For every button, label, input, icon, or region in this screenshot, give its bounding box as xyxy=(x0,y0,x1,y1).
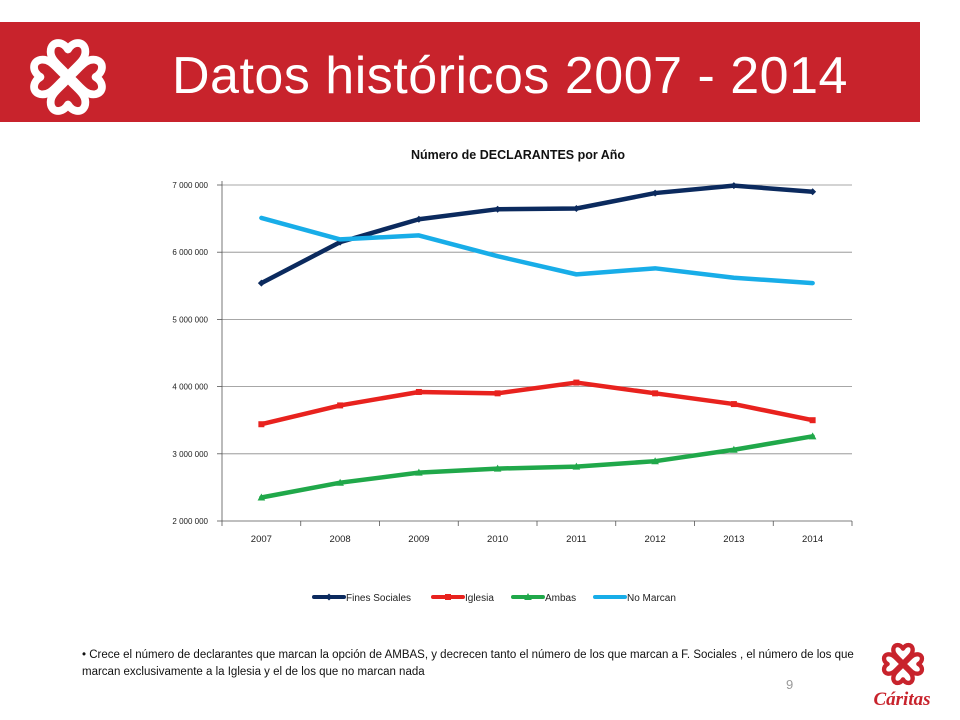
y-tick-label: 3 000 000 xyxy=(172,450,208,459)
x-tick-label: 2007 xyxy=(251,534,272,545)
line-chart: Número de DECLARANTES por Año 2 000 000 3… xyxy=(172,148,853,604)
header-band: Datos históricos 2007 - 2014 xyxy=(0,22,920,122)
legend-item: Fines Sociales xyxy=(312,593,411,604)
caritas-wordmark: Cáritas xyxy=(873,689,931,710)
data-point-marker xyxy=(572,462,581,470)
data-point-marker xyxy=(651,457,659,465)
data-point-marker xyxy=(808,432,817,440)
data-point-marker xyxy=(258,421,265,428)
data-point-marker xyxy=(572,205,580,213)
page-number: 9 xyxy=(786,677,794,692)
data-point-marker xyxy=(494,205,502,213)
data-point-marker xyxy=(445,594,451,600)
data-point-marker xyxy=(336,478,344,486)
x-tick-label: 2012 xyxy=(645,534,666,545)
data-point-marker xyxy=(337,402,344,409)
data-point-marker xyxy=(257,493,266,501)
data-point-marker xyxy=(257,279,265,287)
series-line xyxy=(259,380,815,427)
x-tick-label: 2013 xyxy=(723,534,744,545)
data-point-marker xyxy=(652,390,659,397)
legend-item: No Marcan xyxy=(593,593,676,604)
x-tick-label: 2011 xyxy=(566,534,586,545)
grid xyxy=(222,184,852,455)
data-point-marker xyxy=(524,593,532,600)
bullet-dot: • xyxy=(82,649,90,661)
data-point-marker xyxy=(415,388,422,395)
y-tick-label: 5 000 000 xyxy=(172,315,208,324)
slide-title: Datos históricos 2007 - 2014 xyxy=(172,47,848,105)
y-tick-label: 4 000 000 xyxy=(172,383,208,392)
data-point-marker xyxy=(651,189,659,197)
series-no-marcan xyxy=(259,215,815,286)
caritas-footer-logo-icon xyxy=(881,642,925,686)
x-tick-label: 2010 xyxy=(487,534,508,545)
y-tick-label: 7 000 000 xyxy=(172,181,208,190)
bullet-text: • Crece el número de declarantes que mar… xyxy=(82,647,872,681)
caritas-cross-logo-icon xyxy=(30,39,106,115)
data-point-marker xyxy=(809,417,816,424)
legend-item: Ambas xyxy=(511,593,576,604)
data-point-marker xyxy=(730,445,738,453)
x-tick-label: 2009 xyxy=(408,534,429,545)
data-point-marker xyxy=(415,468,423,476)
series xyxy=(257,182,817,501)
axes: 2 000 000 3 000 000 4 000 000 5 000 000 6 00… xyxy=(172,181,853,545)
legend-label: Iglesia xyxy=(465,593,494,604)
y-tick-label: 2 000 000 xyxy=(172,517,208,526)
bullet-body: Crece el número de declarantes que marca… xyxy=(82,649,854,678)
series-ambas xyxy=(257,432,817,501)
legend-label: Ambas xyxy=(545,593,576,604)
series-line xyxy=(259,183,815,286)
data-point-marker xyxy=(730,182,738,190)
y-tick-label: 6 000 000 xyxy=(172,248,208,257)
series-line xyxy=(259,215,815,286)
series-fines-sociales xyxy=(257,182,817,287)
legend-item: Iglesia xyxy=(431,593,494,604)
data-point-marker xyxy=(325,593,333,601)
series-iglesia xyxy=(258,379,816,428)
data-point-marker xyxy=(493,464,502,472)
legend: Fines Sociales Iglesia Ambas No Marcan xyxy=(312,593,676,604)
data-point-marker xyxy=(573,379,580,386)
data-point-marker xyxy=(415,215,423,223)
chart-title: Número de DECLARANTES por Año xyxy=(411,148,625,162)
x-tick-label: 2014 xyxy=(802,534,823,545)
data-point-marker xyxy=(809,188,817,196)
data-point-marker xyxy=(730,401,737,408)
data-point-marker xyxy=(494,390,501,397)
data-point-marker xyxy=(336,238,344,246)
legend-label: No Marcan xyxy=(627,593,676,604)
series-line xyxy=(259,434,815,500)
x-tick-label: 2008 xyxy=(330,534,351,545)
legend-label: Fines Sociales xyxy=(346,593,411,604)
